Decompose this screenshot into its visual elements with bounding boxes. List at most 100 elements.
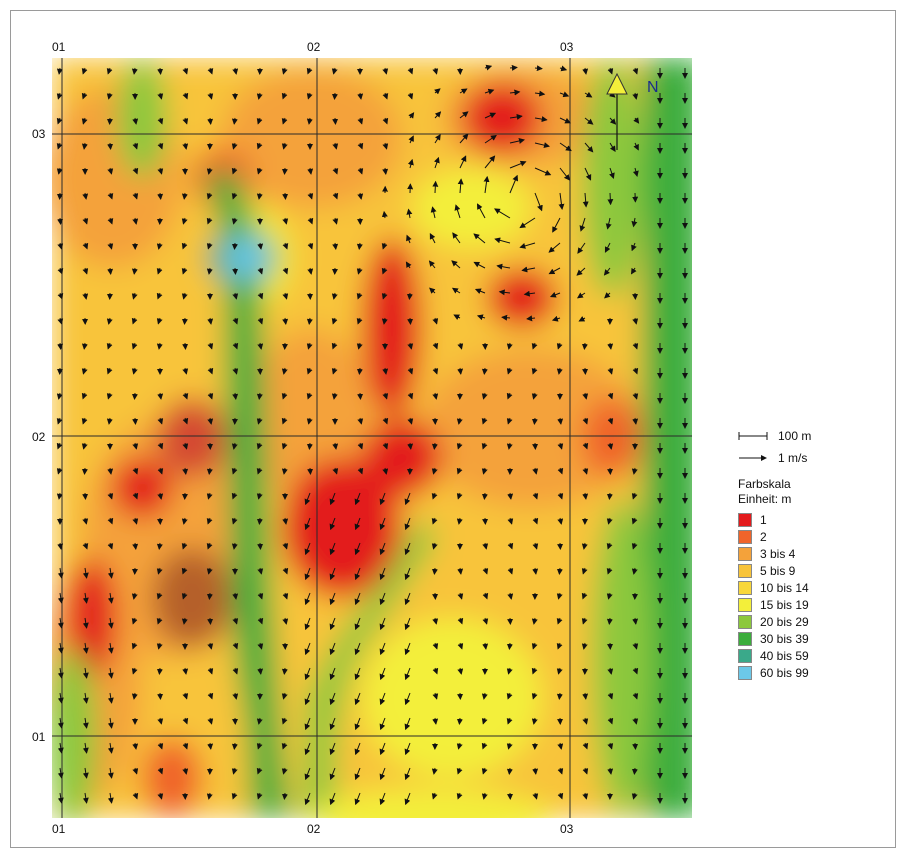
wind-vector (431, 767, 438, 775)
wind-vector (457, 567, 464, 575)
wind-vector (632, 617, 639, 625)
wind-vector (257, 292, 264, 300)
wind-vector (157, 767, 164, 775)
wind-vector (256, 142, 263, 150)
wind-vector (404, 517, 411, 531)
wind-vector (607, 367, 614, 375)
wind-vector (307, 467, 314, 475)
wind-vector (256, 717, 263, 725)
wind-vector (132, 742, 139, 750)
wind-vector (207, 717, 214, 725)
wind-vector (106, 417, 113, 425)
figure-frame (10, 10, 896, 848)
wind-vector (282, 617, 289, 625)
wind-vector (506, 342, 513, 350)
wind-vector (181, 317, 188, 325)
wind-vector (556, 667, 563, 675)
wind-vector (257, 342, 264, 350)
wind-vector (451, 287, 461, 294)
wind-vector (106, 392, 113, 400)
wind-vector (282, 242, 289, 250)
wind-vector (606, 517, 613, 525)
wind-vector (506, 667, 513, 675)
wind-vector (232, 692, 239, 700)
wind-vector (632, 67, 639, 75)
wind-vector (56, 117, 63, 125)
wind-vector (506, 442, 513, 450)
wind-vector (331, 342, 338, 350)
legend-class-row: 30 bis 39 (738, 630, 811, 647)
wind-vector (332, 217, 339, 225)
wind-vector (379, 517, 386, 531)
wind-vector (519, 242, 536, 249)
wind-vector (231, 142, 238, 150)
wind-vector (207, 367, 214, 375)
wind-vector (157, 167, 164, 175)
wind-vector (405, 261, 412, 269)
wind-vector (157, 742, 164, 750)
wind-vector (57, 742, 64, 754)
wind-vector (281, 692, 288, 700)
legend-class-row: 40 bis 59 (738, 647, 811, 664)
wind-vector (404, 592, 411, 606)
wind-vector (577, 242, 586, 254)
wind-vector (206, 567, 213, 575)
wind-vector (206, 267, 213, 275)
legend-class-label: 60 bis 99 (760, 665, 809, 680)
wind-vector (232, 642, 239, 650)
wind-vector (207, 92, 214, 100)
wind-vector (82, 267, 89, 275)
wind-vector (257, 267, 264, 275)
wind-vector (633, 117, 640, 124)
wind-vector (306, 392, 313, 400)
wind-vector (106, 317, 113, 325)
wind-vector (282, 567, 289, 575)
wind-vector (382, 467, 389, 475)
wind-vector (581, 642, 588, 650)
wind-vector (182, 117, 189, 125)
wind-vector (631, 467, 638, 475)
wind-vector (306, 317, 313, 325)
wind-vector (549, 291, 561, 298)
wind-vector (107, 617, 114, 629)
wind-vector (207, 667, 214, 675)
legend-swatch (738, 665, 752, 680)
wind-vector (82, 492, 89, 500)
wind-vector (256, 92, 263, 100)
wind-vector (494, 237, 511, 244)
wind-vector (107, 142, 114, 150)
wind-vector (82, 517, 89, 525)
wind-vector (132, 142, 139, 150)
wind-vector (256, 517, 263, 525)
wind-vector (603, 267, 611, 276)
wind-vector (432, 317, 439, 325)
wind-vector (207, 417, 214, 425)
wind-vector (232, 392, 239, 400)
wind-vector (304, 692, 311, 706)
wind-vector (432, 642, 439, 650)
wind-vector (432, 392, 439, 400)
wind-vector (432, 667, 439, 675)
wind-vector (256, 467, 263, 475)
wind-vector (131, 692, 138, 700)
wind-vector (81, 142, 88, 150)
wind-vector (406, 292, 413, 300)
wind-vector (457, 617, 464, 625)
wind-vector (232, 67, 239, 75)
wind-vector (282, 317, 289, 325)
wind-vector (56, 417, 63, 425)
wind-vector (382, 442, 389, 450)
wind-vector (484, 112, 497, 119)
wind-vector (232, 267, 239, 275)
wind-vector (306, 442, 313, 450)
wind-vector (473, 261, 486, 269)
wind-vector (304, 742, 311, 756)
wind-vector (207, 67, 214, 75)
wind-vector (256, 767, 263, 775)
wind-vector (57, 292, 64, 300)
wind-vector (481, 392, 488, 400)
wind-vector (557, 792, 564, 800)
wind-vector (526, 315, 536, 322)
distance-scale-bar (738, 432, 768, 440)
wind-vector (232, 367, 239, 375)
